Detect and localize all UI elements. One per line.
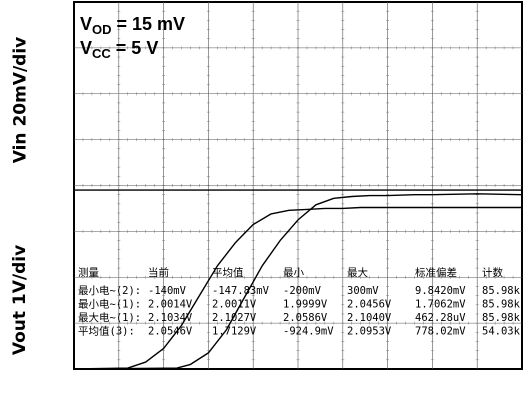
measurement-row-1-cell-5: 9.8420mV [415,285,466,297]
measurement-row-4-cell-4: 2.0953V [347,326,392,338]
measurement-header-cell-2: 平均值 [212,266,244,279]
measurement-header-cell-4: 最大 [347,266,368,279]
measurement-row-3-cell-2: 2.1027V [212,312,257,324]
measurement-row-1-cell-6: 85.98k [482,285,521,297]
measurement-row-1-cell-4: 300mV [347,285,379,297]
y-axis-label-top: Vin 20mV/div [0,0,40,200]
measurement-row-1-cell-0: 最小电~(2): [78,284,141,297]
measurement-row-2-cell-5: 1.7062mV [415,299,466,311]
measurement-row-2-cell-4: 2.0456V [347,299,392,311]
measurement-row-2-cell-6: 85.98k [482,299,521,311]
measurement-row-4-cell-5: 778.02mV [415,326,466,338]
measurement-row-4-cell-3: -924.9mV [283,326,334,338]
measurement-header-cell-3: 最小 [283,267,304,279]
measurement-header-cell-5: 标准偏差 [415,266,457,279]
measurement-row-1-cell-3: -200mV [283,285,322,297]
trace-line-1 [73,206,522,370]
measurement-header-cell-1: 当前 [148,266,169,279]
measurement-header-cell-6: 计数 [482,266,503,279]
measurement-row-4-cell-6: 54.03k [482,326,521,338]
measurement-row-4-cell-0: 平均值(3): [78,325,135,338]
y-axis-label-top-text: Vin 20mV/div [10,36,30,164]
measurement-row-3-cell-3: 2.0586V [283,312,328,324]
measurement-row-2-cell-0: 最小电~(1): [78,298,141,311]
measurement-row-2-cell-3: 1.9999V [283,299,328,311]
measurement-row-2-cell-1: 2.0014V [148,299,193,311]
measurement-row-3-cell-0: 最大电~(1): [78,311,141,324]
measurement-row-3-cell-4: 2.1040V [347,312,392,324]
graticule [74,2,522,369]
traces [73,189,523,370]
measurement-header-cell-0: 测量 [78,266,99,279]
measurement-row-2-cell-2: 2.0011V [212,299,257,311]
measurement-row-4-cell-2: 1.7129V [212,326,257,338]
measurement-row-1-cell-2: -147.83mV [212,285,270,297]
condition-label-2: VCC = 5 V [80,38,158,61]
condition-label-1: VOD = 15 mV [80,14,185,37]
measurement-row-1-cell-1: -140mV [148,285,187,297]
measurement-row-3-cell-5: 462.28uV [415,312,466,324]
measurement-row-3-cell-6: 85.98k [482,312,521,324]
measurement-row-4-cell-1: 2.0546V [148,326,193,338]
measurement-row-3-cell-1: 2.1034V [148,312,193,324]
trace-line-2 [73,193,523,370]
y-axis-label-bottom: Vout 1V/div [0,200,40,400]
oscilloscope-screen: VOD = 15 mV VCC = 5 V 测量 当前 平均值 最小 最大 标准偏差 计数最小… [70,0,524,401]
y-axis-label-bottom-text: Vout 1V/div [10,244,31,356]
